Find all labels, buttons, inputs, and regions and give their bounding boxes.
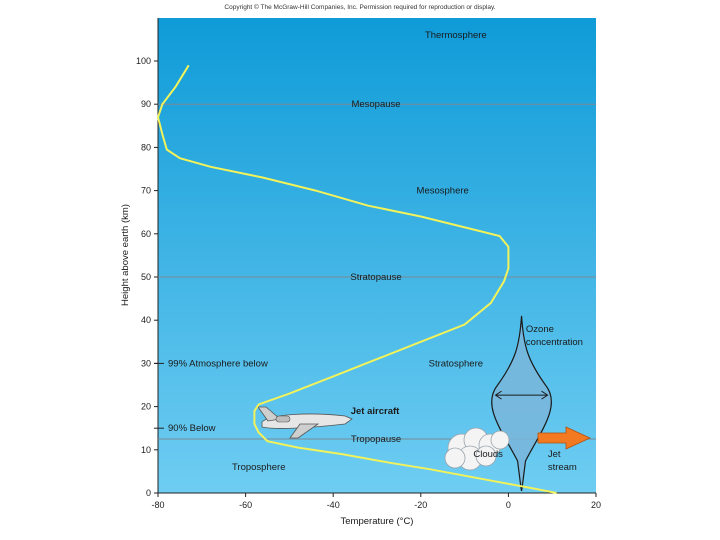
troposphere-label: Troposphere — [232, 462, 286, 473]
mesosphere-label: Mesosphere — [417, 186, 469, 197]
y-tick-label: 10 — [141, 445, 151, 455]
x-tick-label: 20 — [591, 500, 601, 510]
cloud-puff — [444, 447, 466, 469]
y-tick-label: 0 — [146, 488, 151, 498]
y-tick-label: 50 — [141, 272, 151, 282]
ozone-concentration-shape — [491, 315, 552, 491]
cloud-puff — [475, 445, 497, 467]
cloud-icon — [444, 427, 510, 471]
annotation-label: concentration — [526, 337, 583, 348]
temperature-profile-line — [156, 64, 557, 494]
annotation-label: Jet aircraft — [351, 406, 400, 417]
annotation-label: Clouds — [473, 449, 503, 460]
stratopause-label: Stratopause — [350, 272, 401, 283]
y-tick-label: 20 — [141, 402, 151, 412]
x-tick-label: 0 — [506, 500, 511, 510]
x-axis-label: Temperature (°C) — [341, 516, 414, 527]
x-tick-label: -40 — [327, 500, 340, 510]
x-tick-label: -60 — [239, 500, 252, 510]
copyright-notice: Copyright © The McGraw-Hill Companies, I… — [224, 4, 496, 11]
jet-aircraft-icon — [257, 406, 353, 439]
y-tick-label: 30 — [141, 358, 151, 368]
jet-stream-arrow-icon — [537, 426, 591, 450]
y-axis-label: Height above earth (km) — [120, 204, 131, 306]
y-tick-label: 100 — [136, 56, 151, 66]
stratosphere-label: Stratosphere — [429, 358, 483, 369]
annotation-label: 90% Below — [168, 423, 216, 434]
cloud-puff — [490, 430, 510, 450]
tropopause-label: Tropopause — [351, 434, 401, 445]
y-tick-label: 40 — [141, 315, 151, 325]
jet-stream-arrow — [537, 426, 591, 450]
y-tick-label: 80 — [141, 142, 151, 152]
y-tick-label: 70 — [141, 186, 151, 196]
annotation-label: Jet — [548, 449, 561, 460]
y-tick-label: 90 — [141, 99, 151, 109]
annotation-label: 99% Atmosphere below — [168, 358, 268, 369]
aircraft-wing — [289, 423, 320, 439]
thermosphere-label: Thermosphere — [425, 30, 487, 41]
annotation-label: Ozone — [526, 324, 554, 335]
x-tick-label: -20 — [414, 500, 427, 510]
x-tick-label: -80 — [151, 500, 164, 510]
y-tick-label: 60 — [141, 229, 151, 239]
aircraft-engine — [275, 415, 291, 423]
annotation-label: stream — [548, 462, 577, 473]
ozone-width-arrow — [494, 390, 549, 400]
mesopause-label: Mesopause — [351, 99, 400, 110]
